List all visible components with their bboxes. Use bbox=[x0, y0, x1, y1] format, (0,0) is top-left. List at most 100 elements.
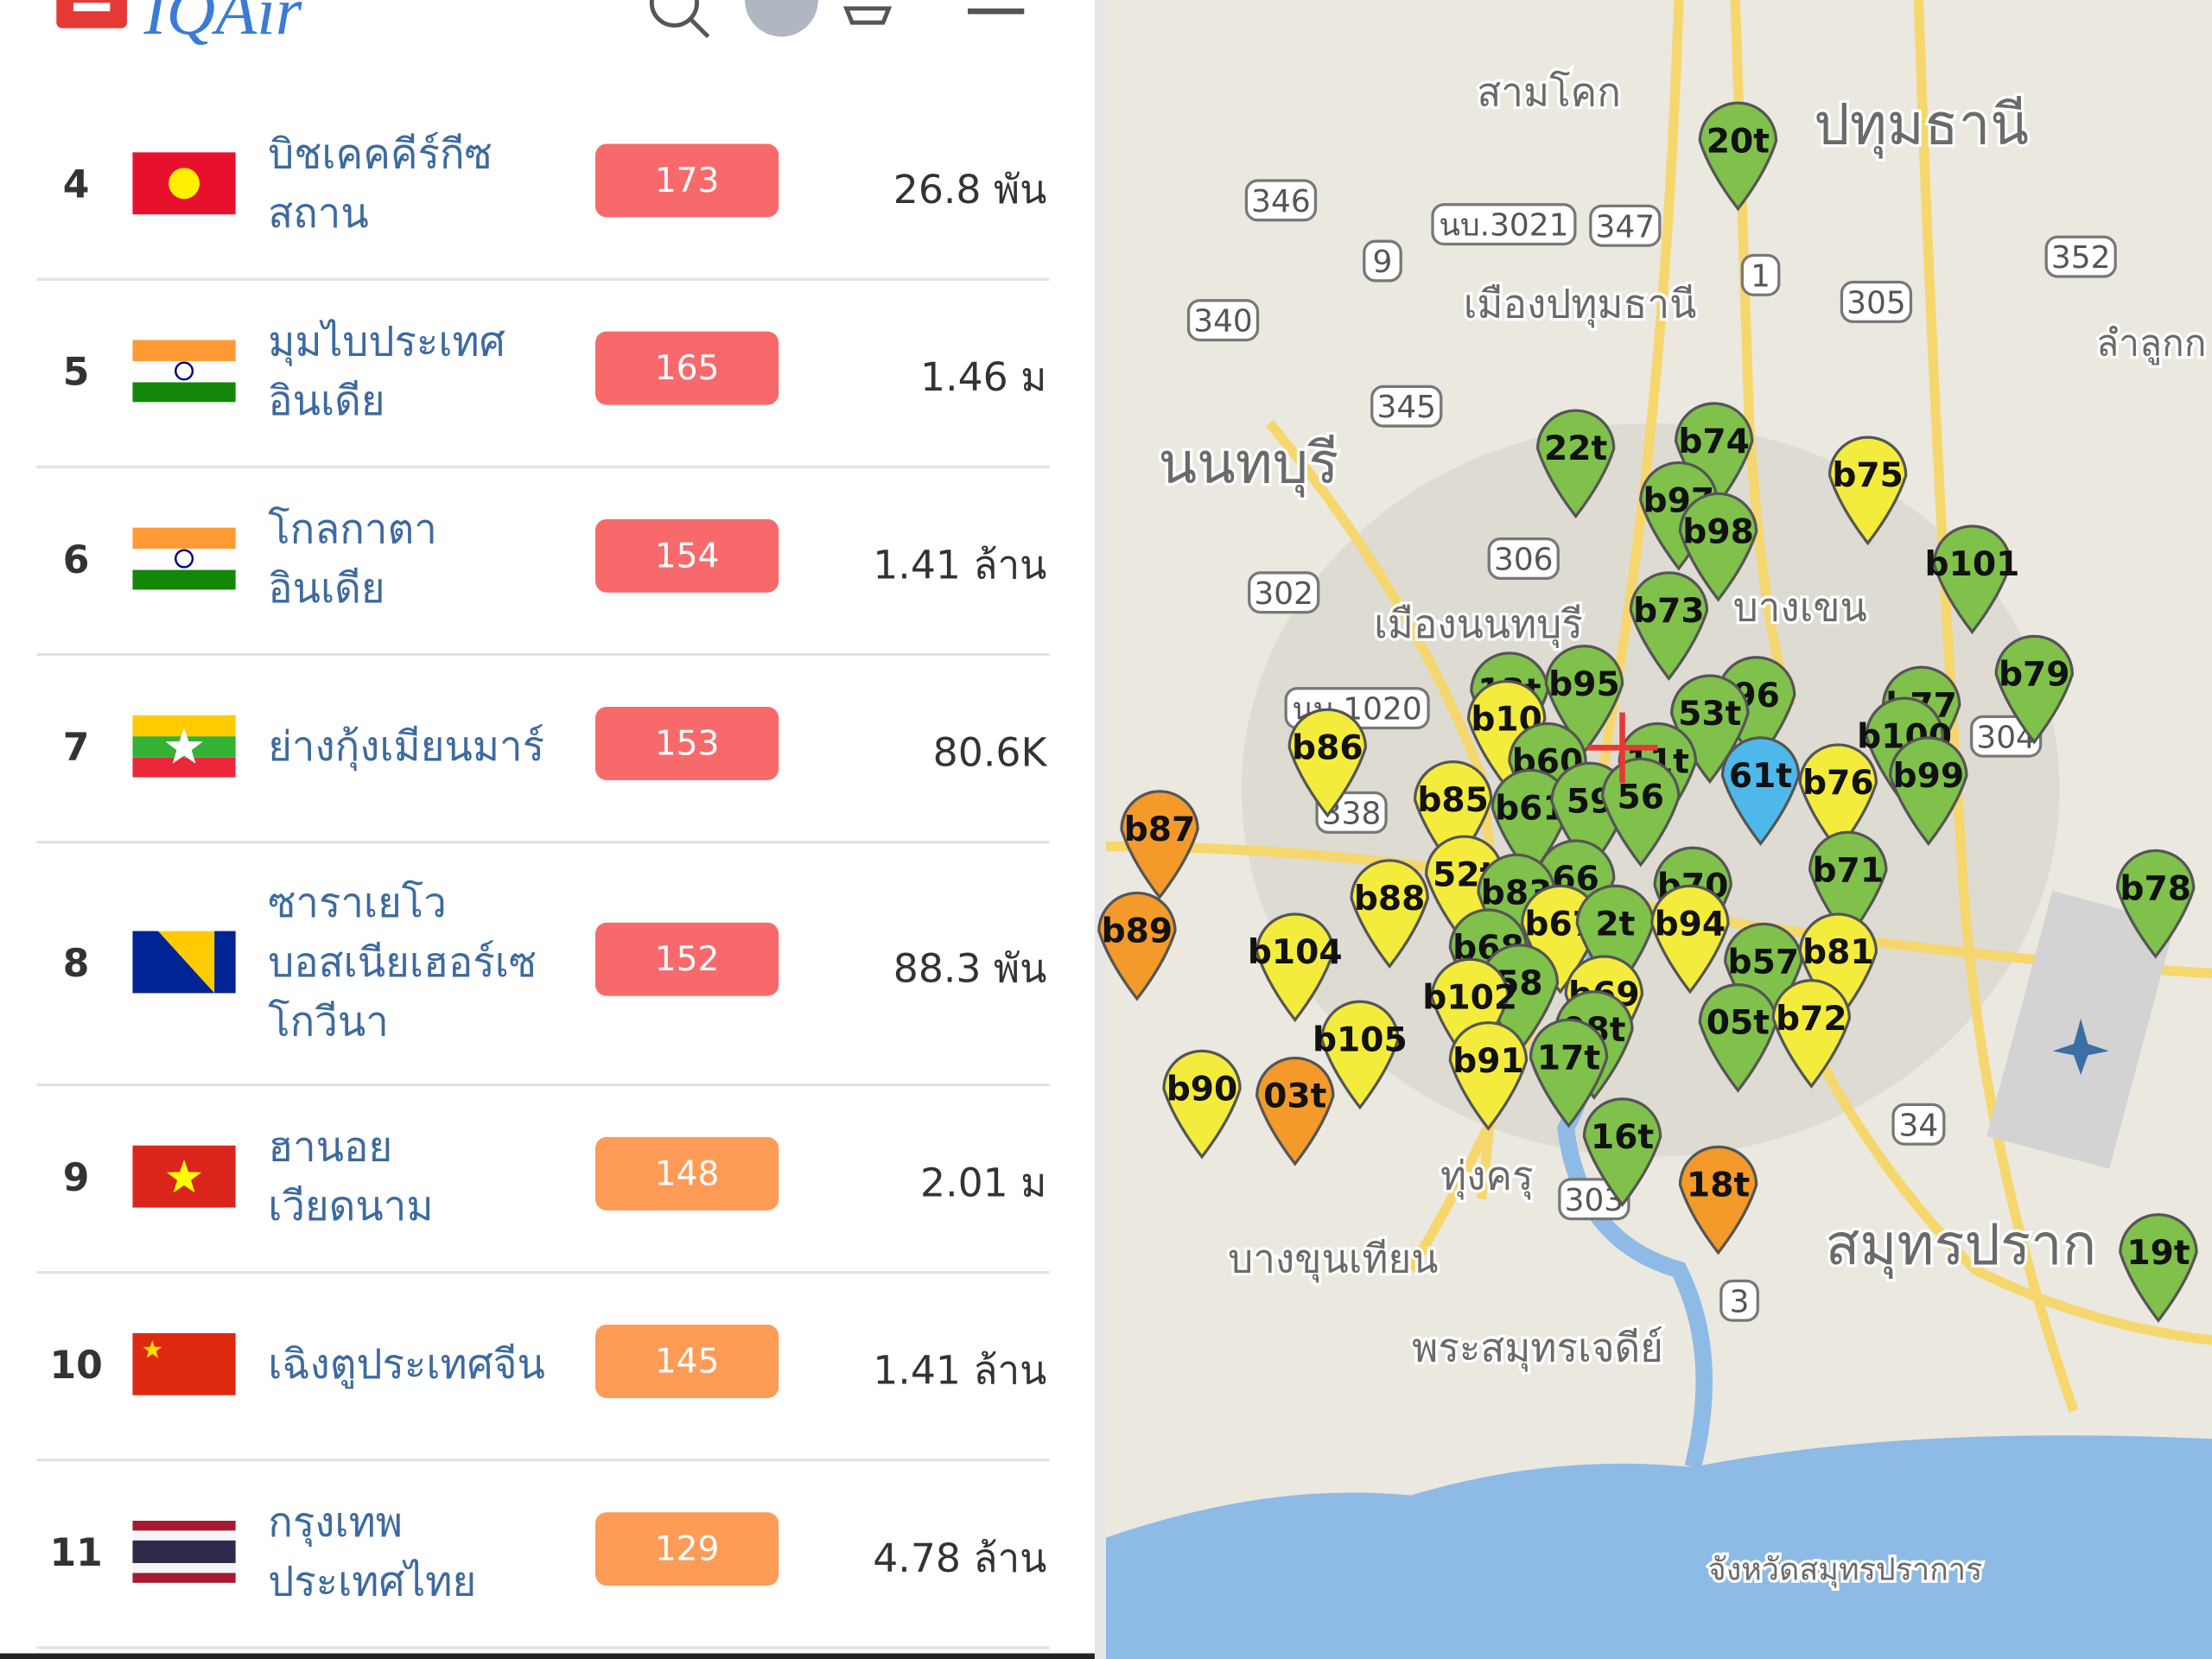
road-shield bbox=[1363, 239, 1402, 283]
station-marker[interactable]: b91 bbox=[1448, 1021, 1529, 1131]
station-marker[interactable]: b97 bbox=[1639, 461, 1719, 571]
marker-pin bbox=[1720, 736, 1801, 847]
road-number: 305 bbox=[1847, 285, 1906, 321]
ranking-row[interactable]: 7 ย่างกุ้งเมียนมาร์ 153 80.6K bbox=[63, 706, 1048, 780]
station-marker[interactable]: b79 bbox=[1994, 634, 2075, 745]
station-marker[interactable]: 17t bbox=[1529, 1018, 1609, 1128]
station-marker[interactable]: b71 bbox=[1808, 830, 1888, 941]
station-marker[interactable]: b81 bbox=[1798, 912, 1878, 1023]
station-label: 03t bbox=[1263, 1077, 1326, 1116]
flag bbox=[132, 715, 236, 778]
city-name: โกวีนา bbox=[268, 998, 389, 1046]
flag-band bbox=[132, 527, 236, 550]
marker-pin bbox=[1120, 790, 1199, 900]
flag-wheel bbox=[175, 549, 194, 569]
station-marker[interactable]: b75 bbox=[1827, 435, 1908, 546]
place-label: เมืองปทุมธานี bbox=[1464, 281, 1697, 328]
cart-icon[interactable] bbox=[842, 6, 893, 25]
bottom-bar bbox=[0, 1653, 1095, 1659]
station-marker[interactable]: b105 bbox=[1313, 1000, 1408, 1110]
city-name: สถาน bbox=[268, 190, 368, 238]
place-label: ปทุมธานี bbox=[1814, 92, 2029, 160]
rank: 11 bbox=[49, 1531, 102, 1575]
station-marker[interactable]: b10 bbox=[1466, 679, 1547, 790]
station-label: b78 bbox=[2120, 870, 2191, 909]
flag bbox=[132, 1521, 236, 1583]
ranking-row[interactable]: 10 เฉิงตูประเทศจีน 145 1.41 ล้าน bbox=[49, 1325, 1046, 1398]
station-marker[interactable]: b88 bbox=[1350, 859, 1429, 969]
station-label: b87 bbox=[1124, 810, 1196, 849]
station-marker[interactable]: b73 bbox=[1629, 571, 1709, 681]
flag bbox=[132, 931, 236, 994]
station-label: b99 bbox=[1893, 757, 1965, 796]
map[interactable]: สามโคก ปทุมธานีเมืองปทุมธานีลำลูกกนนทบุรี… bbox=[1097, 0, 2212, 1659]
road-shield bbox=[1740, 253, 1781, 296]
station-marker[interactable]: b102 bbox=[1422, 957, 1517, 1068]
road-shield bbox=[2044, 235, 2117, 278]
flag-sun bbox=[168, 168, 200, 200]
marker-pin bbox=[1601, 757, 1681, 868]
flag-band bbox=[132, 382, 236, 403]
station-marker[interactable]: b94 bbox=[1650, 884, 1730, 995]
station-label: b76 bbox=[1802, 764, 1874, 803]
station-marker[interactable]: b86 bbox=[1287, 708, 1368, 818]
station-label: b71 bbox=[1812, 851, 1884, 890]
station-marker[interactable]: 22t bbox=[1535, 409, 1616, 519]
station-marker[interactable]: b99 bbox=[1889, 736, 1968, 847]
marker-pin bbox=[1798, 743, 1878, 854]
station-marker[interactable]: 20t bbox=[1698, 101, 1778, 212]
station-marker[interactable]: 56 bbox=[1601, 757, 1681, 868]
search-icon[interactable] bbox=[649, 0, 699, 28]
station-marker[interactable]: 53t bbox=[1670, 674, 1750, 785]
station-marker[interactable]: 05t bbox=[1698, 982, 1778, 1093]
station-marker[interactable]: 03t bbox=[1255, 1056, 1335, 1166]
station-marker[interactable]: b72 bbox=[1771, 979, 1852, 1089]
station-marker[interactable]: b90 bbox=[1162, 1049, 1242, 1160]
station-label: 05t bbox=[1707, 1004, 1770, 1043]
station-label: 19t bbox=[2126, 1234, 2190, 1273]
place-label: พระสมุทรเจดีย์ bbox=[1412, 1325, 1663, 1373]
road-number: 347 bbox=[1596, 209, 1656, 245]
station-marker[interactable]: b104 bbox=[1248, 912, 1343, 1023]
station-marker[interactable]: b89 bbox=[1097, 891, 1177, 1001]
avatar[interactable] bbox=[745, 0, 818, 37]
station-marker[interactable]: b95 bbox=[1544, 645, 1624, 754]
station-marker[interactable]: b85 bbox=[1413, 760, 1493, 870]
rank: 6 bbox=[63, 538, 90, 582]
aqi-value: 152 bbox=[655, 940, 720, 979]
station-marker[interactable]: 19t bbox=[2119, 1213, 2198, 1323]
station-marker[interactable]: 61t bbox=[1720, 736, 1801, 847]
population: 1.46 ม bbox=[920, 354, 1046, 400]
station-marker[interactable]: 18t bbox=[1678, 1145, 1758, 1255]
station-marker[interactable]: b101 bbox=[1925, 524, 2020, 635]
flag-triangle bbox=[157, 931, 215, 994]
aqi-badge bbox=[594, 1512, 779, 1586]
station-marker[interactable]: 16t bbox=[1582, 1097, 1662, 1207]
station-marker[interactable]: b87 bbox=[1120, 790, 1199, 900]
flag bbox=[132, 1145, 236, 1208]
station-label: 2t bbox=[1595, 905, 1635, 944]
population: 2.01 ม bbox=[920, 1160, 1046, 1205]
rank: 7 bbox=[63, 726, 90, 770]
station-marker[interactable]: b98 bbox=[1678, 492, 1758, 602]
flag-wheel bbox=[175, 361, 194, 381]
place-label: นนทบุรี bbox=[1158, 430, 1338, 498]
city-name: โกลกาตา bbox=[268, 506, 437, 554]
station-marker[interactable]: b78 bbox=[2115, 849, 2196, 959]
station-marker[interactable]: b57 bbox=[1724, 922, 1803, 1033]
station-marker[interactable]: b74 bbox=[1674, 402, 1754, 512]
flag-band bbox=[132, 757, 236, 778]
station-label: b85 bbox=[1417, 781, 1489, 820]
road-number: 306 bbox=[1494, 543, 1554, 578]
place-label: จังหวัดสมุทรปราการ bbox=[1708, 1553, 1983, 1588]
station-marker[interactable]: b76 bbox=[1798, 743, 1878, 854]
station-marker[interactable]: 58 bbox=[1479, 944, 1560, 1054]
